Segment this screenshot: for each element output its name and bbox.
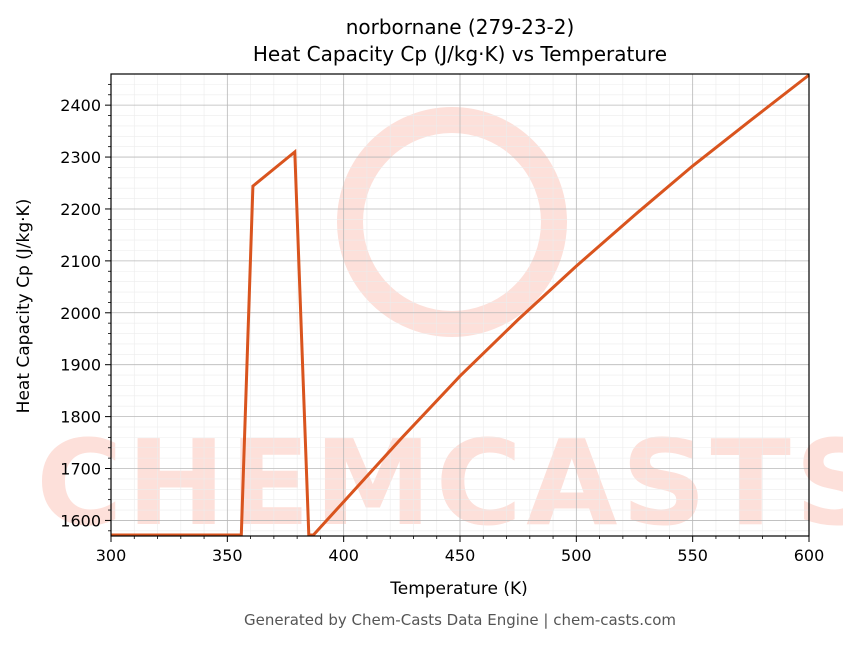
chart-title-line2: Heat Capacity Cp (J/kg·K) vs Temperature — [253, 42, 667, 66]
y-tick-label: 2300 — [60, 148, 101, 167]
y-axis-label: Heat Capacity Cp (J/kg·K) — [14, 199, 34, 414]
x-tick-label: 550 — [677, 546, 708, 565]
x-tick-label: 500 — [561, 546, 592, 565]
x-axis-label: Temperature (K) — [389, 579, 528, 599]
y-tick-label: 1800 — [60, 408, 101, 427]
chart-title-line1: norbornane (279-23-2) — [346, 15, 575, 39]
y-tick-label: 2100 — [60, 252, 101, 271]
x-tick-label: 350 — [212, 546, 243, 565]
y-tick-label: 1600 — [60, 511, 101, 530]
footer-credit: Generated by Chem-Casts Data Engine | ch… — [244, 611, 676, 629]
series-layer — [111, 73, 810, 537]
y-tick-label: 2400 — [60, 96, 101, 115]
y-tick-label: 1900 — [60, 356, 101, 375]
x-tick-label: 300 — [96, 546, 127, 565]
x-tick-label: 400 — [328, 546, 359, 565]
watermark-text: CHEMCASTS — [36, 414, 843, 552]
series-line — [111, 73, 810, 537]
y-tick-label: 1700 — [60, 460, 101, 479]
watermark-swirl — [337, 107, 567, 337]
y-tick-label: 2200 — [60, 200, 101, 219]
y-tick-label: 2000 — [60, 304, 101, 323]
watermark: CHEMCASTS — [36, 107, 843, 552]
x-tick-label: 450 — [445, 546, 476, 565]
axis-ticks: 300 350 400 450 500 550 600 1600 1700 1800 1900 200… — [60, 83, 825, 565]
x-tick-label: 600 — [794, 546, 825, 565]
